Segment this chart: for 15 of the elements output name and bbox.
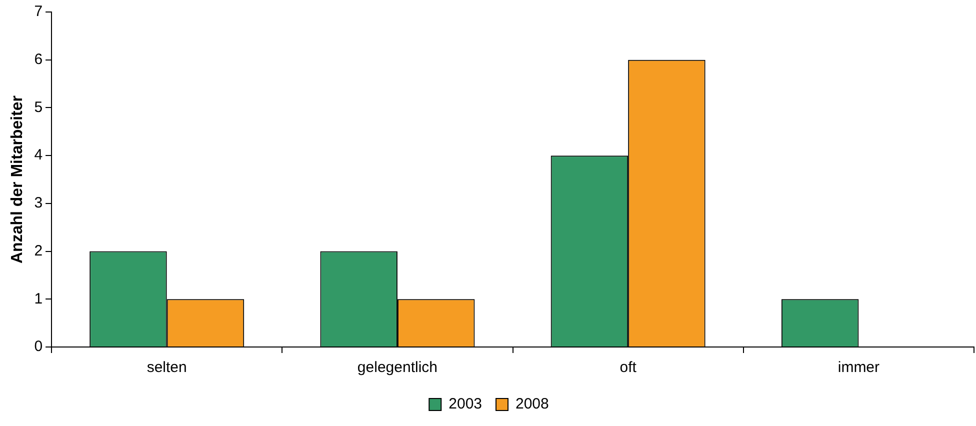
legend-label: 2008 [516, 396, 549, 413]
y-tick-label: 7 [34, 3, 43, 20]
x-tick-label: gelegentlich [357, 359, 438, 376]
x-tick-label: immer [838, 359, 880, 376]
y-tick-label: 6 [34, 51, 43, 68]
y-tick-label: 1 [34, 290, 43, 308]
x-tick-label: selten [146, 359, 187, 376]
y-tick-label: 4 [34, 146, 43, 164]
y-tick-label: 5 [34, 98, 43, 116]
legend-label: 2003 [448, 396, 482, 413]
y-tick-label: 3 [34, 194, 43, 212]
y-axis-title: Anzahl der Mitarbeiter [9, 95, 26, 264]
y-tick-label: 2 [34, 242, 43, 260]
y-tick-label: 0 [34, 338, 43, 356]
x-tick-label: oft [620, 359, 638, 376]
